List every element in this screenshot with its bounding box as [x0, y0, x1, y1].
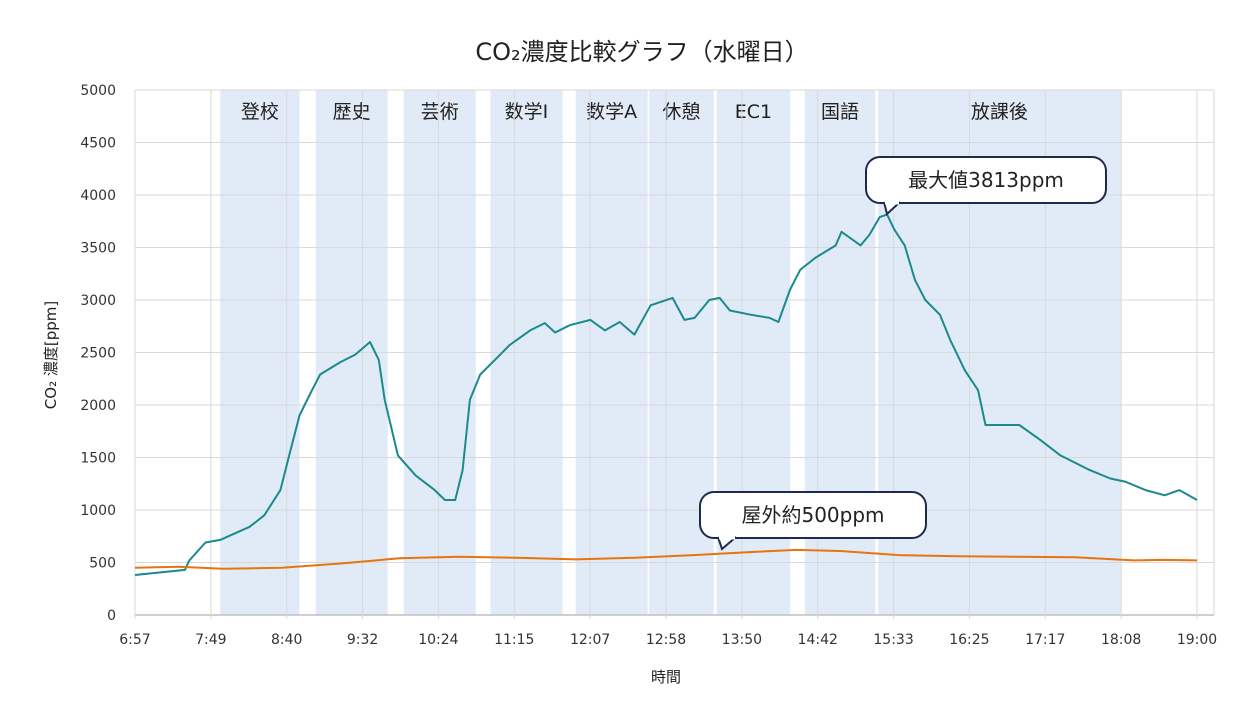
y-tick-label: 1000: [80, 503, 116, 519]
y-tick-label: 2000: [80, 398, 116, 414]
series-lines: [134, 213, 1198, 576]
x-tick-label: 14:42: [798, 632, 838, 648]
callouts: 最大値3813ppm 屋外約500ppm: [699, 156, 1107, 551]
x-tick-label: 17:17: [1025, 632, 1065, 648]
period-label: 登校: [241, 101, 279, 123]
x-tick-label: 13:50: [722, 632, 762, 648]
x-tick-label: 7:49: [195, 632, 226, 648]
y-axis-title: CO₂ 濃度[ppm]: [42, 301, 60, 409]
x-axis-title: 時間: [651, 668, 681, 686]
period-label: EC1: [735, 101, 772, 123]
period-label: 数学A: [586, 101, 637, 123]
callout-pointer: [717, 536, 737, 551]
grid-lines: [134, 89, 1215, 619]
callout-text: 屋外約500ppm: [741, 503, 884, 527]
y-tick-label: 3500: [80, 241, 116, 257]
chart-title: CO₂濃度比較グラフ（水曜日）: [475, 38, 808, 66]
y-tick-label: 1500: [80, 451, 116, 467]
period-label: 放課後: [971, 101, 1028, 123]
x-tick-label: 10:24: [418, 632, 458, 648]
y-tick-label: 0: [107, 608, 116, 624]
y-tick-label: 4500: [80, 136, 116, 152]
x-tick-label: 8:40: [271, 632, 302, 648]
y-tick-label: 500: [89, 556, 116, 572]
y-tick-label: 5000: [80, 83, 116, 99]
y-tick-label: 3000: [80, 293, 116, 309]
x-tick-label: 15:33: [873, 632, 913, 648]
period-label: 数学Ⅰ: [505, 101, 549, 123]
x-tick-label: 16:25: [949, 632, 989, 648]
series-line-0: [134, 213, 1198, 576]
callout-text: 最大値3813ppm: [908, 168, 1064, 192]
period-label: 芸術: [421, 101, 459, 123]
callout-box: [865, 156, 1107, 204]
x-tick-label: 19:00: [1177, 632, 1217, 648]
callout-box: [699, 491, 927, 539]
period-label: 休憩: [662, 101, 700, 123]
period-label: 国語: [821, 101, 859, 123]
x-tick-label: 18:08: [1101, 632, 1141, 648]
period-label: 歴史: [333, 101, 371, 123]
x-tick-label: 12:07: [570, 632, 610, 648]
tick-labels: 0 500 1000 1500 2000 2500 3000 3500 4000 4500 5000…: [80, 83, 1217, 648]
x-tick-label: 11:15: [494, 632, 534, 648]
x-tick-label: 12:58: [646, 632, 686, 648]
x-tick-label: 9:32: [347, 632, 378, 648]
y-tick-label: 4000: [80, 188, 116, 204]
callout-pointer: [883, 201, 901, 216]
x-tick-label: 6:57: [119, 632, 150, 648]
series-line-1: [134, 548, 1198, 570]
y-tick-label: 2500: [80, 346, 116, 362]
